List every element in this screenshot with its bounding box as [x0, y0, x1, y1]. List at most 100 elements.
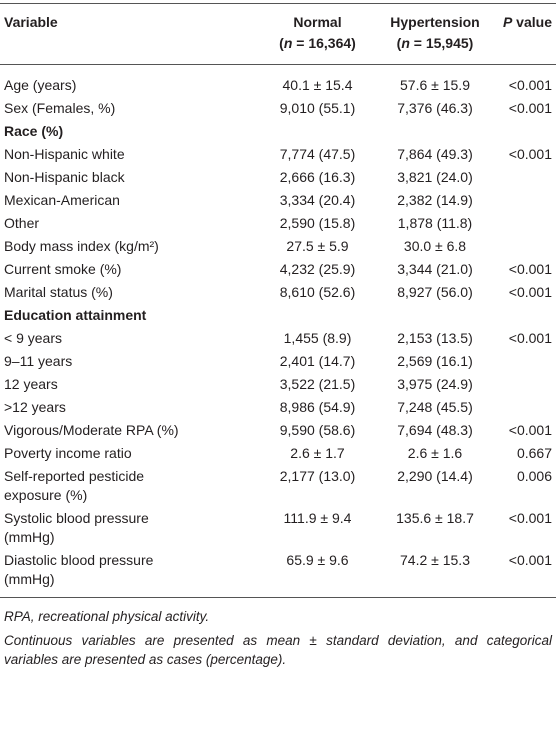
section-label: Education attainment	[4, 307, 147, 323]
table-cell: 7,248 (45.5)	[397, 399, 473, 415]
table-row: Marital status (%) 8,610 (52.6) 8,927 (56.…	[0, 281, 556, 304]
header-text: n	[283, 35, 293, 51]
table-cell: <0.001	[508, 100, 552, 116]
table-cell: 2,290 (14.4)	[397, 468, 473, 484]
empty-cell	[490, 350, 556, 373]
empty-cell	[490, 189, 556, 212]
row-label: Age (years)	[4, 77, 77, 93]
table-cell: 3,975 (24.9)	[397, 376, 473, 392]
header-text: Normal	[293, 14, 342, 30]
header-text: Hypertension	[390, 14, 480, 30]
table-cell: <0.001	[508, 284, 552, 300]
table-cell: 57.6 ± 15.9	[400, 77, 470, 93]
data-table: Variable Normal (n = 16,364) Hypertension (n…	[0, 3, 556, 598]
table-row: Body mass index (kg/m²) 27.5 ± 5.9 30.0 ± …	[0, 235, 556, 258]
table-cell: 65.9 ± 9.6	[286, 552, 349, 568]
table-row: Systolic blood pressure (mmHg) 111.9 ± 9.…	[0, 507, 556, 549]
table-row: Education attainment	[0, 304, 556, 327]
table-cell: 2,666 (16.3)	[279, 169, 356, 185]
table-cell: 1,878 (11.8)	[397, 215, 473, 231]
table-cell: <0.001	[508, 77, 552, 93]
table-cell: 2,177 (13.0)	[279, 468, 356, 484]
table-cell: 27.5 ± 5.9	[286, 238, 349, 254]
row-label: 9–11 years	[4, 353, 73, 369]
header-cell: Variable	[0, 4, 255, 65]
table-row: Race (%)	[0, 120, 556, 143]
table-cell: 3,821 (24.0)	[397, 169, 473, 185]
table-cell: 3,344 (21.0)	[397, 261, 473, 277]
row-label: Current smoke (%)	[4, 261, 122, 277]
header-cell: P value	[490, 4, 556, 65]
table-cell: 8,986 (54.9)	[279, 399, 356, 415]
table-row: >12 years 8,986 (54.9) 7,248 (45.5)	[0, 396, 556, 419]
table-cell: 3,522 (21.5)	[279, 376, 356, 392]
row-label: 12 years	[4, 376, 58, 392]
row-label: Vigorous/Moderate RPA (%)	[4, 422, 179, 438]
table-cell: 2,569 (16.1)	[397, 353, 473, 369]
row-label: Non-Hispanic white	[4, 146, 125, 162]
table-cell: 0.006	[516, 468, 552, 484]
table-row: 9–11 years 2,401 (14.7) 2,569 (16.1)	[0, 350, 556, 373]
row-label: Sex (Females, %)	[4, 100, 116, 116]
table-cell: 2,382 (14.9)	[397, 192, 473, 208]
row-label: Marital status (%)	[4, 284, 113, 300]
table-row: Self-reported pesticide exposure (%) 2,17…	[0, 465, 556, 507]
table-cell: <0.001	[508, 510, 552, 526]
table-row: Non-Hispanic black 2,666 (16.3) 3,821 (24.…	[0, 166, 556, 189]
table-row: Poverty income ratio 2.6 ± 1.7 2.6 ± 1.6 0.…	[0, 442, 556, 465]
row-label: Self-reported pesticide exposure (%)	[4, 468, 145, 503]
table-body: Age (years) 40.1 ± 15.4 57.6 ± 15.9 <0.001 S…	[0, 65, 556, 598]
table-cell: 9,590 (58.6)	[279, 422, 356, 438]
table-row: Current smoke (%) 4,232 (25.9) 3,344 (21.0…	[0, 258, 556, 281]
header-cell: Normal (n = 16,364)	[255, 4, 380, 65]
header-cell: Hypertension (n = 15,945)	[380, 4, 490, 65]
table-header: Variable Normal (n = 16,364) Hypertension (n…	[0, 3, 556, 65]
header-text: P	[502, 14, 513, 30]
empty-cell	[490, 373, 556, 396]
table-cell: 9,010 (55.1)	[279, 100, 356, 116]
table-cell: 7,694 (48.3)	[397, 422, 473, 438]
table-cell: <0.001	[508, 330, 552, 346]
table-cell: 1,455 (8.9)	[283, 330, 352, 346]
row-label: < 9 years	[4, 330, 62, 346]
footnotes: RPA, recreational physical activity. Cont…	[0, 598, 556, 669]
row-label: Mexican-American	[4, 192, 120, 208]
row-label: Diastolic blood pressure (mmHg)	[4, 552, 154, 587]
table-cell: 40.1 ± 15.4	[282, 77, 353, 93]
table-cell: <0.001	[508, 552, 552, 568]
footnote: RPA, recreational physical activity.	[4, 609, 210, 624]
header-row: Variable Normal (n = 16,364) Hypertension (n…	[0, 3, 556, 65]
table-cell: 2,590 (15.8)	[279, 215, 356, 231]
row-label: >12 years	[4, 399, 66, 415]
table-cell: <0.001	[508, 146, 552, 162]
table-cell: 2.6 ± 1.7	[290, 445, 345, 461]
table-row: Age (years) 40.1 ± 15.4 57.6 ± 15.9 <0.001	[0, 65, 556, 98]
table-cell: 4,232 (25.9)	[279, 261, 356, 277]
header-text: = 16,364)	[292, 35, 356, 51]
table-cell: 3,334 (20.4)	[279, 192, 356, 208]
table-cell: 7,864 (49.3)	[397, 146, 473, 162]
row-label: Body mass index (kg/m²)	[4, 238, 159, 254]
table-cell: 2,401 (14.7)	[279, 353, 356, 369]
table-cell: 2,153 (13.5)	[397, 330, 473, 346]
section-label: Race (%)	[4, 123, 64, 139]
table-row: Non-Hispanic white 7,774 (47.5) 7,864 (49.…	[0, 143, 556, 166]
table-row: Diastolic blood pressure (mmHg) 65.9 ± 9.…	[0, 549, 556, 598]
empty-cell	[490, 166, 556, 189]
empty-cell	[490, 212, 556, 235]
table-cell: 7,376 (46.3)	[397, 100, 473, 116]
row-label: Poverty income ratio	[4, 445, 132, 461]
empty-cell	[490, 396, 556, 419]
table-cell: 2.6 ± 1.6	[407, 445, 463, 461]
table-cell: <0.001	[508, 422, 552, 438]
empty-cell	[490, 235, 556, 258]
table-row: Mexican-American 3,334 (20.4) 2,382 (14.9)	[0, 189, 556, 212]
row-label: Non-Hispanic black	[4, 169, 125, 185]
header-text: Variable	[4, 14, 58, 30]
table-cell: 74.2 ± 15.3	[400, 552, 470, 568]
table-row: < 9 years 1,455 (8.9) 2,153 (13.5) <0.001	[0, 327, 556, 350]
table-row: Vigorous/Moderate RPA (%) 9,590 (58.6) 7,6…	[0, 419, 556, 442]
row-label: Systolic blood pressure (mmHg)	[4, 510, 149, 545]
row-label: Other	[4, 215, 40, 231]
table-cell: 0.667	[516, 445, 552, 461]
